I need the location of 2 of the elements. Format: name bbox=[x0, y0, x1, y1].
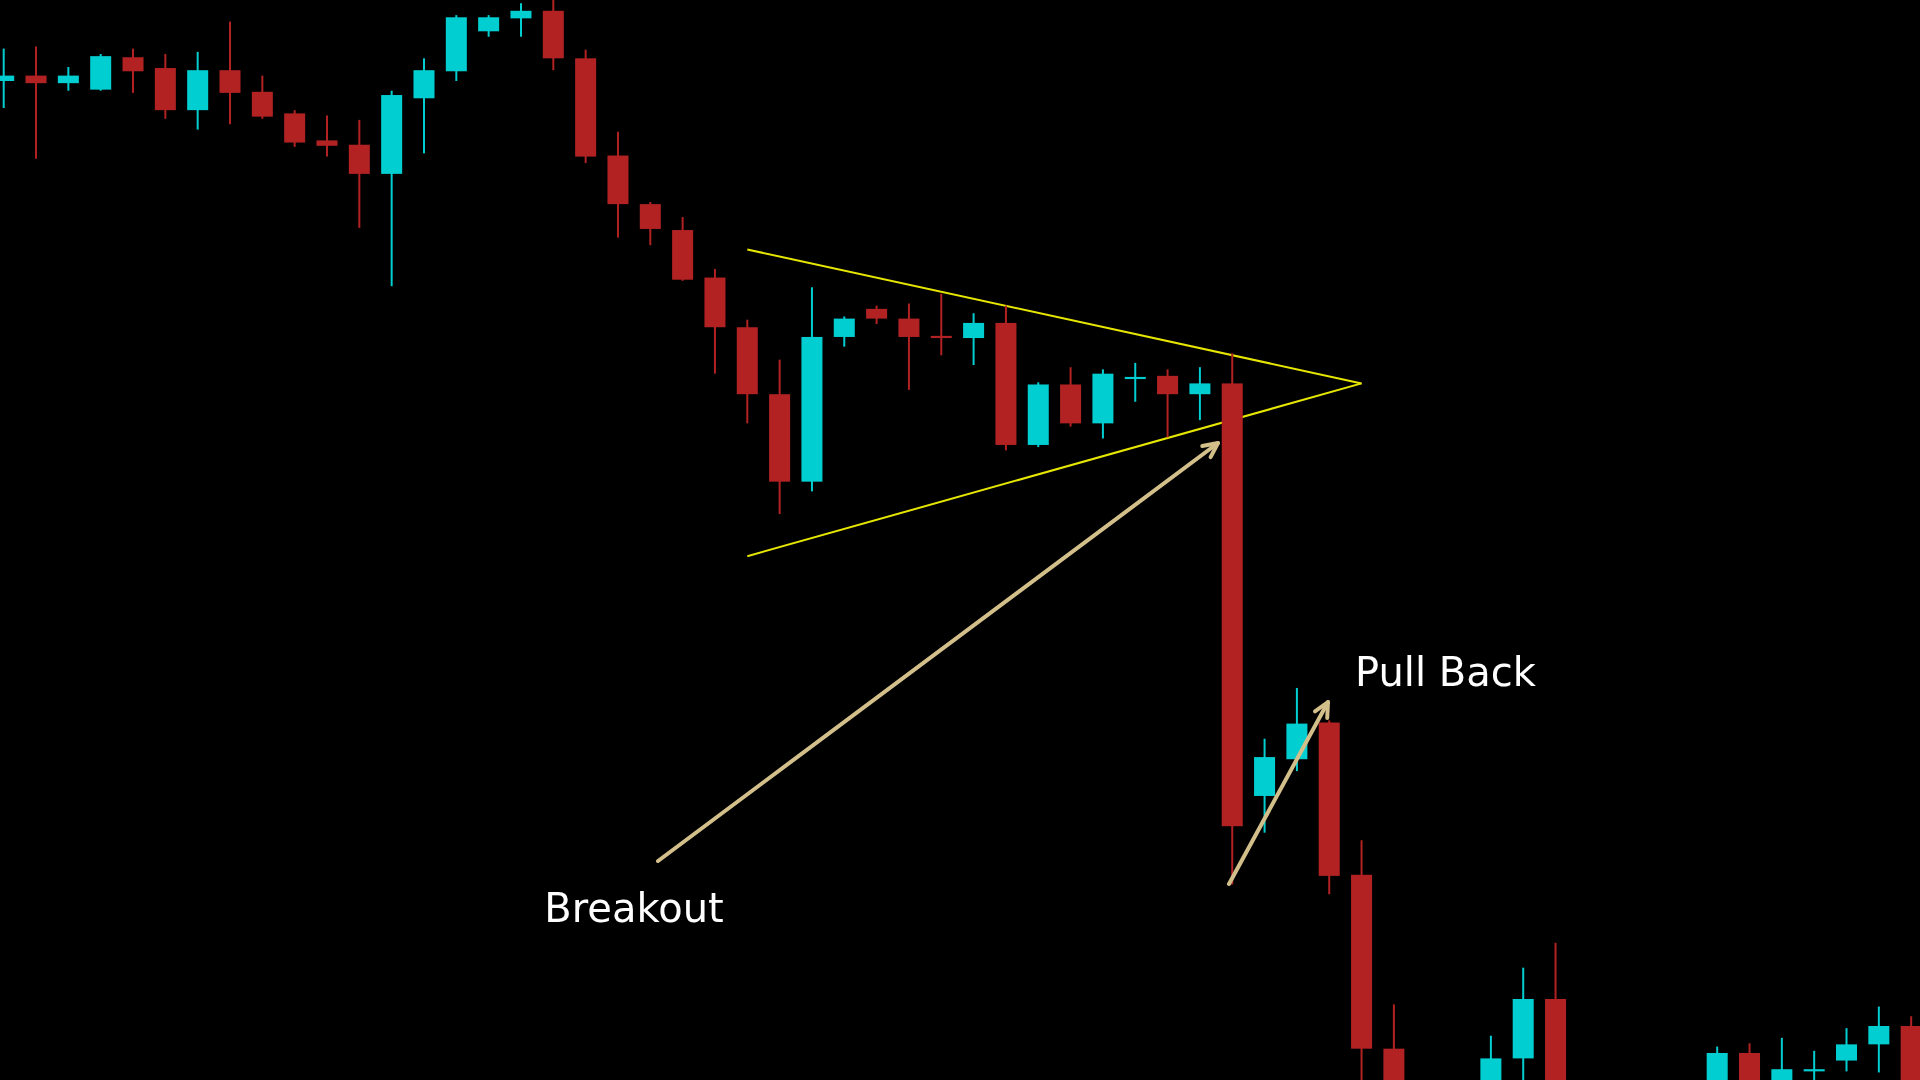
annotation: Breakout bbox=[544, 885, 724, 931]
annotation: Pull Back bbox=[1355, 649, 1537, 695]
